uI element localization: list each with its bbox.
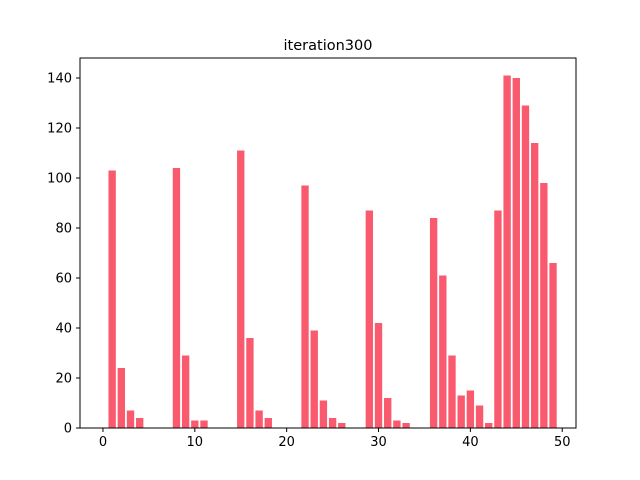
bar-23	[310, 330, 318, 428]
x-tick-label: 50	[554, 435, 571, 450]
bar-40	[466, 390, 475, 428]
bar-22	[301, 185, 309, 428]
x-tick-label: 30	[370, 435, 387, 450]
x-axis: 0 10 20 30 40 50	[99, 428, 571, 450]
bar-30	[374, 323, 383, 428]
bar-26	[338, 423, 346, 428]
bar-48	[540, 183, 548, 428]
x-tick-label: 40	[462, 435, 479, 450]
y-axis: 0 20 40 60 80 100 120 140	[47, 72, 80, 437]
y-tick-label: 60	[55, 272, 72, 287]
x-tick-label: 10	[187, 435, 204, 450]
x-tick-label: 0	[99, 435, 107, 450]
bar-32	[393, 420, 401, 428]
chart-title: iteration300	[284, 38, 373, 54]
bar-37	[439, 275, 447, 428]
bar-2	[117, 368, 126, 428]
bar-9	[181, 355, 190, 428]
bar-44	[503, 75, 511, 428]
bar-16	[246, 338, 254, 428]
y-tick-label: 20	[55, 372, 72, 387]
y-tick-label: 0	[64, 422, 72, 437]
bar-25	[328, 418, 337, 428]
x-tick-label: 20	[278, 435, 295, 450]
bar-24	[319, 400, 328, 428]
bar-47	[530, 143, 539, 428]
bar-43	[494, 210, 502, 428]
bar-41	[475, 405, 484, 428]
bar-17	[255, 410, 263, 428]
bar-39	[457, 395, 465, 428]
bar-29	[365, 210, 374, 428]
bar-3	[126, 410, 135, 428]
bar-46	[521, 105, 530, 428]
plot-frame	[79, 57, 577, 429]
y-tick-label: 120	[47, 122, 72, 137]
bar-49	[549, 263, 557, 428]
bar-38	[448, 355, 456, 428]
bar-36	[429, 218, 438, 428]
bar-45	[512, 78, 520, 428]
y-tick-label: 40	[55, 322, 72, 337]
y-tick-label: 140	[47, 72, 72, 87]
bar-15	[237, 150, 245, 428]
bar-33	[402, 423, 410, 428]
bar-4	[136, 418, 144, 428]
bar-18	[264, 418, 272, 428]
y-tick-label: 80	[55, 222, 72, 237]
bar-42	[485, 423, 493, 428]
bar-31	[384, 398, 392, 428]
bar-1	[108, 170, 116, 428]
bar-11	[200, 420, 208, 428]
y-tick-label: 100	[47, 172, 72, 187]
bar-10	[191, 420, 199, 428]
bar-8	[172, 168, 181, 428]
bars-group	[108, 75, 557, 428]
